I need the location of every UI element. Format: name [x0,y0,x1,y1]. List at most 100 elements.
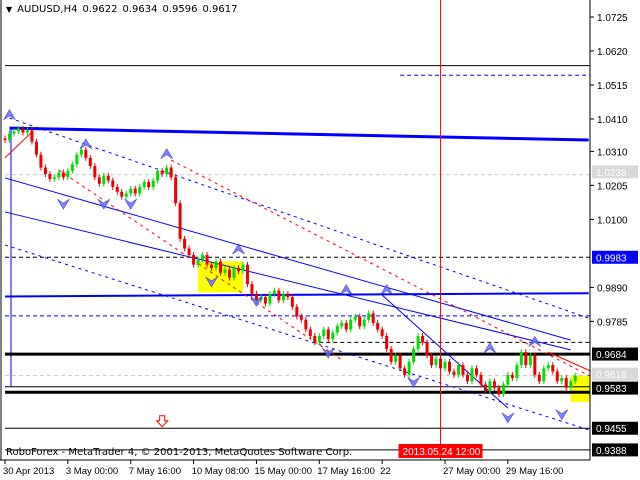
candle-body [542,368,546,382]
candle-body [501,384,505,395]
candle-body [106,175,110,181]
candle-body [219,261,223,273]
price-label-bg [592,165,638,179]
candle-body [537,374,541,382]
candle-body [474,368,478,375]
candle-body [421,335,425,343]
candle-body [546,365,550,369]
candle-body [412,348,416,362]
candle-body [371,313,375,323]
price-tick-label: 1.0310 [597,147,628,158]
candle-body [165,167,169,175]
fractal-down-arrow-icon [57,198,70,210]
candle-body [367,313,371,320]
candle-body [277,290,281,301]
candle-body [7,133,11,141]
candle-body [192,254,196,265]
candle-body [183,238,187,249]
candle-body [160,170,164,175]
candle-body [281,293,285,301]
close-value: 0.9617 [202,4,238,15]
candle-body [201,254,205,260]
candle-body [111,180,115,187]
candle-body [61,172,65,178]
candle-body [88,157,92,166]
candle-body [250,284,254,294]
fractal-down-arrow-icon [124,198,137,210]
time-tick-label: 30 Apr 2013 [3,466,54,477]
fractal-up-arrow-icon [380,284,393,295]
price-label: 0.9618 [596,370,627,381]
candle-body [479,374,483,385]
dropdown-triangle-icon[interactable]: ▼ [6,5,13,14]
price-label-bg [592,250,638,264]
candle-body [497,387,501,395]
candle-body [385,335,389,349]
candle-body [519,352,523,366]
fractal-up-arrow-icon [79,138,93,150]
candle-body [25,130,29,133]
candle-body [57,172,61,178]
price-tick-label: 1.0515 [597,81,628,92]
time-tick-label: 7 May 16:00 [129,466,181,477]
candle-body [295,306,299,317]
time-tick-label: 27 May 00:00 [443,466,501,477]
candle-body [403,368,407,375]
candle-body [461,365,465,375]
candle-body [308,329,312,336]
copyright-text: RoboForex - MetaTrader 4, © 2001-2013, M… [6,447,353,458]
candle-body [398,355,402,369]
candle-body [138,186,142,194]
fractal-down-arrow-icon [501,412,515,424]
candle-body [3,138,7,141]
price-label-bg [592,347,638,361]
candle-body [97,177,101,184]
candle-body [75,154,79,165]
candle-body [376,322,380,330]
candle-body [434,358,438,366]
candle-body [21,128,25,133]
fractal-down-arrow-icon [97,198,111,210]
candle-body [488,381,492,391]
candle-body [492,381,496,388]
candle-body [551,365,555,372]
price-tick-label: 1.0205 [597,181,628,192]
trend-line [9,117,589,319]
candle-body [151,180,155,187]
candle-body [120,191,124,197]
trend-line [4,292,589,298]
low-value: 0.9596 [162,4,198,15]
candle-body [93,165,97,178]
trend-line [4,131,33,159]
candle-body [439,358,443,369]
candle-body [169,167,173,178]
candle-body [430,355,434,366]
candle-body [335,326,339,333]
candle-body [268,293,272,304]
candle-body [245,264,249,285]
candle-body [416,335,420,349]
candle-body [533,355,537,375]
price-tick-label: 1.0410 [597,115,628,126]
price-label: 0.9983 [596,253,627,264]
trend-line [548,351,590,372]
candle-body [263,297,267,304]
candle-body [394,355,398,362]
candle-body [448,361,452,372]
candle-body [380,329,384,336]
candle-body [290,297,294,307]
candle-body [322,329,326,336]
candle-body [236,267,240,272]
candle-body [66,170,70,178]
open-value: 0.9622 [82,4,118,15]
trend-line [58,169,343,361]
candle-body [174,177,178,204]
candle-body [313,335,317,343]
candle-body [12,131,16,134]
fractal-up-arrow-icon [232,243,245,255]
candle-body [555,371,559,382]
candle-body [564,378,568,388]
fractal-up-arrow-icon [483,342,497,354]
candle-body [84,149,88,158]
